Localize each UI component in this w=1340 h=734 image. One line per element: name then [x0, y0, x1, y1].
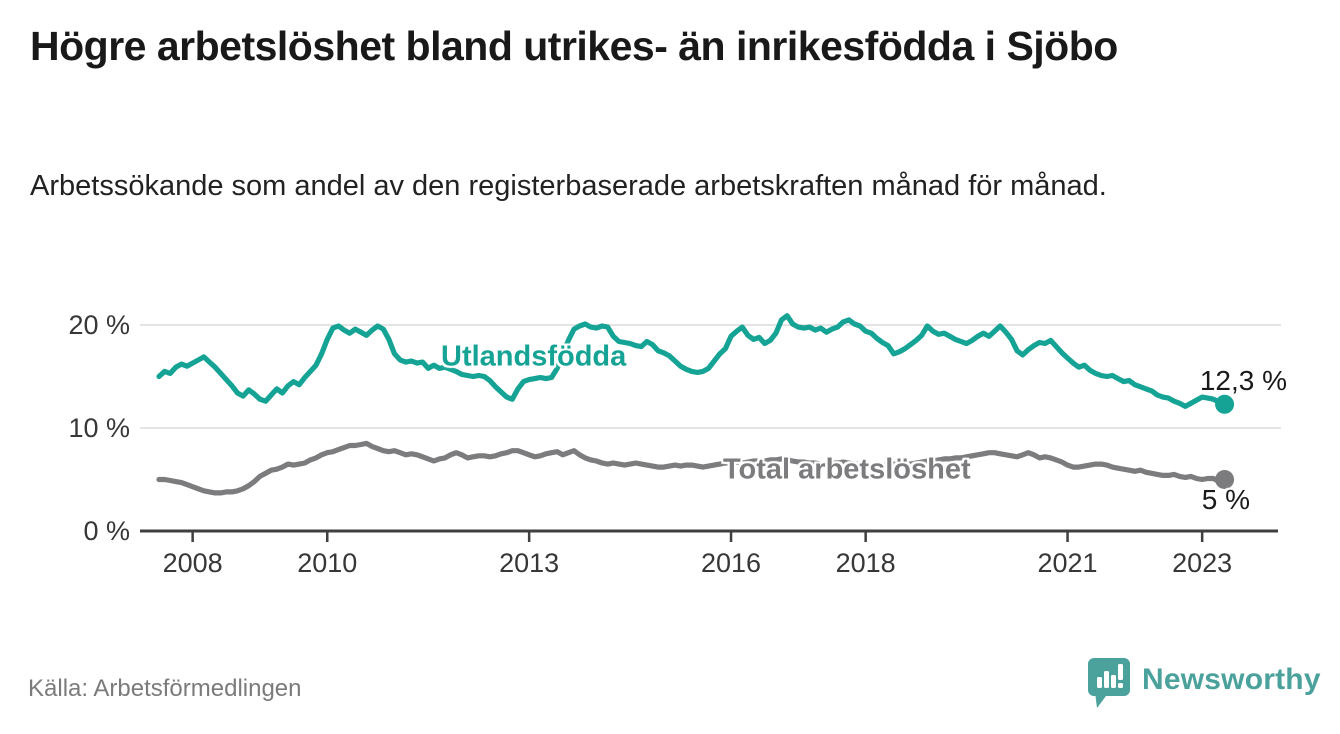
series-line-total — [156, 440, 1228, 496]
x-axis-tick-label: 2008 — [162, 548, 223, 578]
x-axis-tick-label: 2016 — [701, 548, 762, 578]
x-axis-tick-label: 2013 — [499, 548, 560, 578]
y-axis-tick-label: 0 % — [83, 516, 130, 546]
end-value-label-utlandsfodda: 12,3 % — [1199, 365, 1287, 396]
newsworthy-logo-text: Newsworthy — [1142, 663, 1321, 696]
page-subtitle: Arbetssökande som andel av den registerb… — [30, 170, 1107, 202]
source-note: Källa: Arbetsförmedlingen — [28, 675, 302, 702]
series-label-utlandsfodda: Utlandsfödda — [441, 340, 627, 373]
end-value-label-total: 5 % — [1201, 484, 1250, 515]
x-axis-tick-label: 2018 — [835, 548, 896, 578]
x-axis-tick-label: 2010 — [297, 548, 358, 578]
series-label-total: Total arbetslöshet — [723, 453, 971, 486]
newsworthy-logo-icon — [1088, 658, 1130, 708]
x-axis-tick-label: 2021 — [1037, 548, 1098, 578]
series-line-utlandsfodda — [156, 313, 1228, 409]
end-dot-utlandsfodda — [1215, 394, 1235, 414]
y-axis-tick-label: 20 % — [68, 310, 130, 340]
page-title: Högre arbetslöshet bland utrikes- än inr… — [30, 23, 1118, 69]
newsworthy-brand: Newsworthy — [1088, 656, 1321, 712]
end-dot-total — [1215, 470, 1235, 489]
x-axis-tick-label: 2023 — [1172, 548, 1233, 578]
y-axis-tick-label: 10 % — [68, 413, 130, 443]
